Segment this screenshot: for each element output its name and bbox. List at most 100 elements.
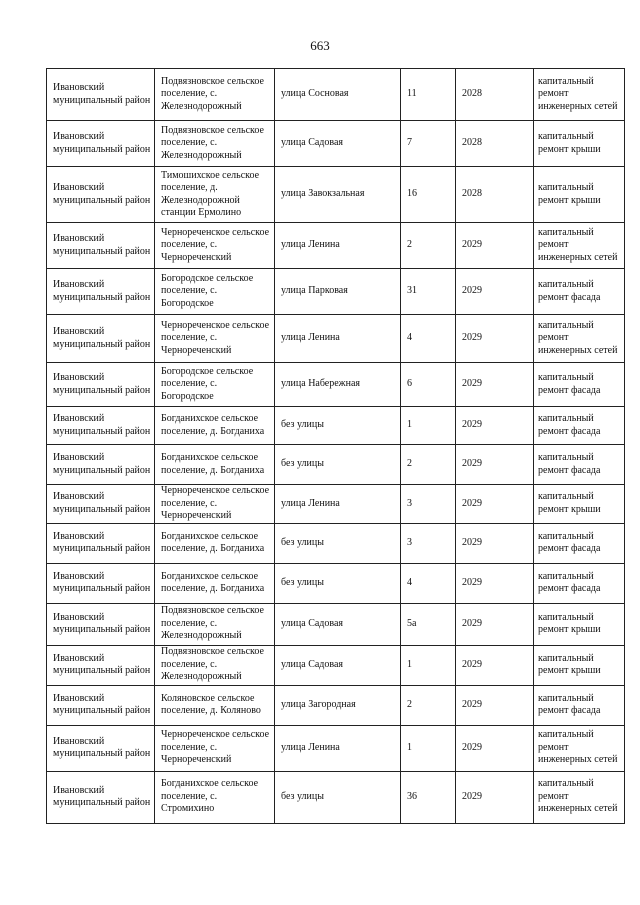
work-type-cell: капитальный ремонт инженерных сетей [533, 222, 625, 269]
street-cell: без улицы [274, 770, 401, 824]
settlement-cell: Богданихское сельское поселение, д. Богд… [154, 522, 275, 564]
settlement-cell: Чернореченское сельское поселение, с. Че… [154, 724, 275, 772]
settlement-cell: Подвязновское сельское поселение, с. Жел… [154, 602, 275, 646]
year-cell: 2029 [455, 484, 534, 524]
settlement-cell: Богородское сельское поселение, с. Богор… [154, 362, 275, 407]
table-row: Ивановский муниципальный район Богданихск… [46, 522, 625, 564]
table-row: Ивановский муниципальный район Богданихск… [46, 444, 625, 485]
table-row: Ивановский муниципальный район Черноречен… [46, 222, 625, 269]
work-type-cell: капитальный ремонт крыши [533, 484, 625, 524]
year-cell: 2029 [455, 684, 534, 726]
street-cell: улица Ленина [274, 484, 401, 524]
street-cell: улица Ленина [274, 222, 401, 269]
district-cell: Ивановский муниципальный район [46, 120, 155, 167]
work-type-cell: капитальный ремонт инженерных сетей [533, 314, 625, 363]
street-cell: без улицы [274, 562, 401, 604]
house-number-cell: 6 [400, 362, 456, 407]
settlement-cell: Чернореченское сельское поселение, с. Че… [154, 484, 275, 524]
street-cell: улица Ленина [274, 724, 401, 772]
table-row: Ивановский муниципальный район Черноречен… [46, 724, 625, 772]
street-cell: улица Ленина [274, 314, 401, 363]
settlement-cell: Подвязновское сельское поселение, с. Жел… [154, 644, 275, 686]
house-number-cell: 3 [400, 484, 456, 524]
work-type-cell: капитальный ремонт фасада [533, 444, 625, 485]
street-cell: улица Завокзальная [274, 166, 401, 223]
street-cell: улица Набережная [274, 362, 401, 407]
work-type-cell: капитальный ремонт крыши [533, 602, 625, 646]
page-number: 663 [310, 38, 330, 53]
house-number-cell: 31 [400, 268, 456, 315]
street-cell: без улицы [274, 444, 401, 485]
table-row: Ивановский муниципальный район Подвязновс… [46, 602, 625, 646]
year-cell: 2028 [455, 120, 534, 167]
settlement-cell: Богданихское сельское поселение, д. Богд… [154, 562, 275, 604]
district-cell: Ивановский муниципальный район [46, 770, 155, 824]
street-cell: без улицы [274, 406, 401, 445]
street-cell: улица Парковая [274, 268, 401, 315]
year-cell: 2029 [455, 362, 534, 407]
settlement-cell: Тимошихское сельское поселение, д. Желез… [154, 166, 275, 223]
house-number-cell: 1 [400, 406, 456, 445]
year-cell: 2029 [455, 562, 534, 604]
table-row: Ивановский муниципальный район Богородско… [46, 268, 625, 315]
district-cell: Ивановский муниципальный район [46, 644, 155, 686]
house-number-cell: 11 [400, 68, 456, 121]
year-cell: 2028 [455, 68, 534, 121]
year-cell: 2029 [455, 314, 534, 363]
year-cell: 2029 [455, 724, 534, 772]
district-cell: Ивановский муниципальный район [46, 166, 155, 223]
district-cell: Ивановский муниципальный район [46, 684, 155, 726]
settlement-cell: Богородское сельское поселение, с. Богор… [154, 268, 275, 315]
house-number-cell: 4 [400, 314, 456, 363]
table-row: Ивановский муниципальный район Черноречен… [46, 314, 625, 363]
year-cell: 2029 [455, 602, 534, 646]
district-cell: Ивановский муниципальный район [46, 362, 155, 407]
work-type-cell: капитальный ремонт крыши [533, 166, 625, 223]
work-type-cell: капитальный ремонт крыши [533, 644, 625, 686]
house-number-cell: 5а [400, 602, 456, 646]
work-type-cell: капитальный ремонт фасада [533, 406, 625, 445]
table-row: Ивановский муниципальный район Тимошихско… [46, 166, 625, 223]
settlement-cell: Богданихское сельское поселение, д. Богд… [154, 444, 275, 485]
table-row: Ивановский муниципальный район Богданихск… [46, 562, 625, 604]
house-number-cell: 2 [400, 444, 456, 485]
district-cell: Ивановский муниципальный район [46, 444, 155, 485]
year-cell: 2029 [455, 444, 534, 485]
settlement-cell: Богданихское сельское поселение, с. Стро… [154, 770, 275, 824]
work-type-cell: капитальный ремонт инженерных сетей [533, 724, 625, 772]
year-cell: 2029 [455, 406, 534, 445]
district-cell: Ивановский муниципальный район [46, 724, 155, 772]
table-row: Ивановский муниципальный район Богданихск… [46, 406, 625, 445]
street-cell: улица Сосновая [274, 68, 401, 121]
table-row: Ивановский муниципальный район Подвязновс… [46, 68, 625, 121]
street-cell: улица Садовая [274, 602, 401, 646]
work-type-cell: капитальный ремонт инженерных сетей [533, 770, 625, 824]
work-type-cell: капитальный ремонт фасада [533, 522, 625, 564]
year-cell: 2029 [455, 268, 534, 315]
year-cell: 2029 [455, 770, 534, 824]
house-number-cell: 2 [400, 222, 456, 269]
work-type-cell: капитальный ремонт инженерных сетей [533, 68, 625, 121]
objects-table: Ивановский муниципальный район Подвязновс… [46, 68, 625, 824]
street-cell: без улицы [274, 522, 401, 564]
table-row: Ивановский муниципальный район Черноречен… [46, 484, 625, 524]
district-cell: Ивановский муниципальный район [46, 222, 155, 269]
district-cell: Ивановский муниципальный район [46, 314, 155, 363]
house-number-cell: 16 [400, 166, 456, 223]
house-number-cell: 2 [400, 684, 456, 726]
settlement-cell: Чернореченское сельское поселение, с. Че… [154, 222, 275, 269]
settlement-cell: Подвязновское сельское поселение, с. Жел… [154, 68, 275, 121]
settlement-cell: Богданихское сельское поселение, д. Богд… [154, 406, 275, 445]
district-cell: Ивановский муниципальный район [46, 268, 155, 315]
work-type-cell: капитальный ремонт фасада [533, 362, 625, 407]
settlement-cell: Подвязновское сельское поселение, с. Жел… [154, 120, 275, 167]
settlement-cell: Чернореченское сельское поселение, с. Че… [154, 314, 275, 363]
street-cell: улица Садовая [274, 644, 401, 686]
table-row: Ивановский муниципальный район Подвязновс… [46, 120, 625, 167]
street-cell: улица Садовая [274, 120, 401, 167]
table-row: Ивановский муниципальный район Богородско… [46, 362, 625, 407]
district-cell: Ивановский муниципальный район [46, 484, 155, 524]
year-cell: 2028 [455, 166, 534, 223]
district-cell: Ивановский муниципальный район [46, 562, 155, 604]
house-number-cell: 1 [400, 644, 456, 686]
